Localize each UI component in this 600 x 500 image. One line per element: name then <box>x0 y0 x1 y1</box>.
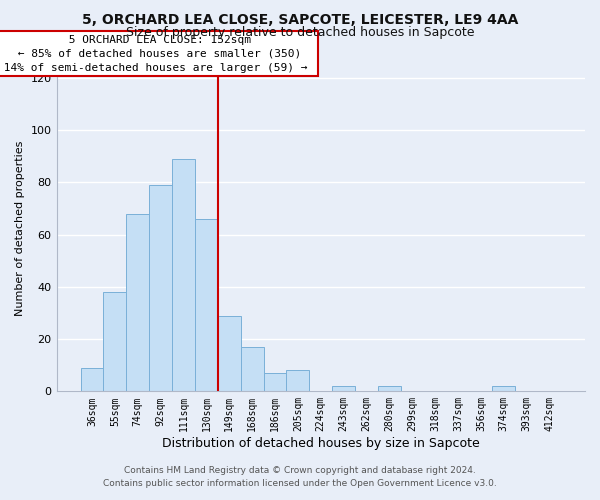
Bar <box>378 386 401 392</box>
Bar <box>127 214 149 392</box>
Bar <box>149 185 172 392</box>
Bar <box>172 159 195 392</box>
Bar <box>286 370 310 392</box>
Bar <box>195 219 218 392</box>
Text: Size of property relative to detached houses in Sapcote: Size of property relative to detached ho… <box>126 26 474 39</box>
Bar <box>493 386 515 392</box>
Bar <box>332 386 355 392</box>
Bar <box>103 292 127 392</box>
Text: 5 ORCHARD LEA CLOSE: 152sqm
 ← 85% of detached houses are smaller (350)
 14% of : 5 ORCHARD LEA CLOSE: 152sqm ← 85% of det… <box>0 35 314 73</box>
Bar <box>241 347 263 392</box>
X-axis label: Distribution of detached houses by size in Sapcote: Distribution of detached houses by size … <box>162 437 479 450</box>
Bar <box>218 316 241 392</box>
Bar <box>263 373 286 392</box>
Bar <box>80 368 103 392</box>
Y-axis label: Number of detached properties: Number of detached properties <box>15 140 25 316</box>
Text: 5, ORCHARD LEA CLOSE, SAPCOTE, LEICESTER, LE9 4AA: 5, ORCHARD LEA CLOSE, SAPCOTE, LEICESTER… <box>82 12 518 26</box>
Text: Contains HM Land Registry data © Crown copyright and database right 2024.
Contai: Contains HM Land Registry data © Crown c… <box>103 466 497 487</box>
